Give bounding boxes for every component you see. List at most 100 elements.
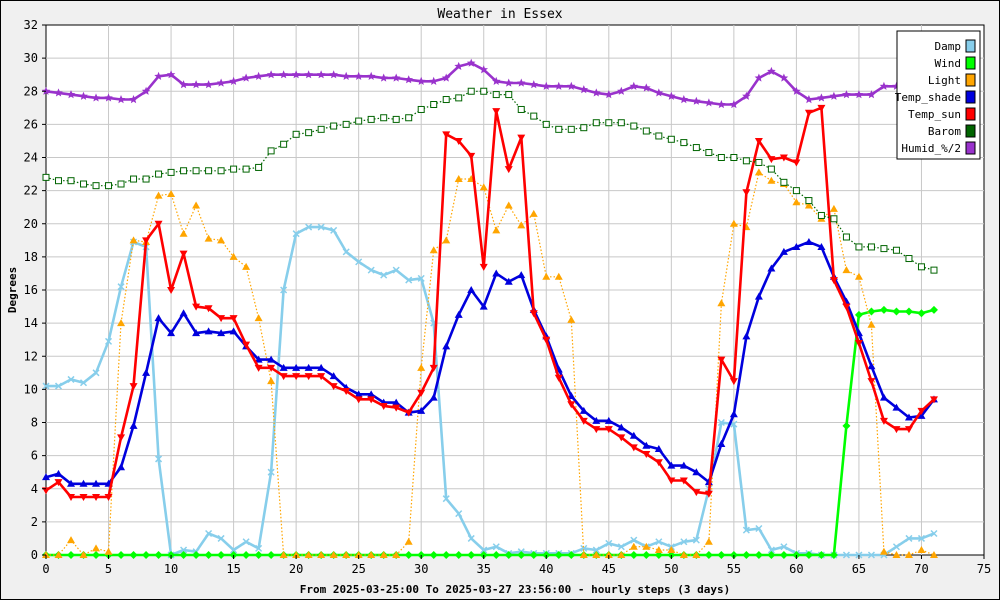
data-point xyxy=(204,551,213,559)
data-point xyxy=(679,477,688,485)
data-point xyxy=(779,154,788,162)
data-point xyxy=(54,469,63,477)
x-tick-label: 55 xyxy=(727,562,741,576)
data-point xyxy=(367,390,376,398)
data-point xyxy=(842,233,850,241)
data-point xyxy=(654,88,664,97)
data-point xyxy=(392,551,401,558)
data-point xyxy=(729,410,738,418)
data-point xyxy=(117,283,125,291)
x-tick-label: 5 xyxy=(105,562,112,576)
data-point xyxy=(342,248,350,256)
data-point xyxy=(929,396,938,404)
data-point xyxy=(767,264,776,272)
data-point xyxy=(617,119,625,127)
data-point xyxy=(317,551,326,558)
data-point xyxy=(329,372,338,380)
data-point xyxy=(166,70,176,79)
data-point xyxy=(367,266,375,274)
data-point xyxy=(642,542,651,550)
data-point xyxy=(192,201,201,209)
data-point xyxy=(267,551,276,559)
data-point xyxy=(680,538,688,546)
y-tick-label: 32 xyxy=(24,18,38,32)
data-point xyxy=(654,459,663,467)
y-tick-label: 0 xyxy=(31,548,38,562)
data-point xyxy=(842,90,851,99)
data-point xyxy=(254,364,263,372)
data-point xyxy=(229,252,238,260)
data-point xyxy=(817,211,825,219)
legend: Damp Wind Light Temp_shade Temp_sun Barom Humi… xyxy=(895,30,981,160)
data-point xyxy=(179,551,188,559)
data-point xyxy=(254,551,263,559)
data-point xyxy=(729,100,739,109)
data-point xyxy=(767,156,776,164)
data-point xyxy=(217,236,226,244)
data-point xyxy=(767,546,775,554)
x-tick-label: 75 xyxy=(977,562,991,576)
data-point xyxy=(54,551,63,558)
data-point xyxy=(804,109,813,117)
data-point xyxy=(379,73,388,82)
data-point xyxy=(779,247,788,255)
data-point xyxy=(279,373,288,381)
data-point xyxy=(117,434,126,442)
data-point xyxy=(705,149,713,157)
data-point xyxy=(429,551,438,559)
data-point xyxy=(605,119,613,127)
data-point xyxy=(504,166,513,174)
series-line xyxy=(45,106,935,499)
data-point xyxy=(442,495,450,503)
legend-label: Damp xyxy=(935,40,962,53)
legend-label: Barom xyxy=(928,125,961,138)
y-tick-label: 16 xyxy=(24,283,38,297)
data-point xyxy=(655,538,663,546)
y-tick-label: 4 xyxy=(31,482,38,496)
data-point xyxy=(917,546,926,554)
x-axis-label: From 2025-03-25:00 To 2025-03-27 23:56:0… xyxy=(300,583,730,596)
data-point xyxy=(79,494,88,502)
data-point xyxy=(617,543,625,551)
data-point xyxy=(792,86,801,95)
data-point xyxy=(717,356,726,364)
data-point xyxy=(467,534,475,542)
data-point xyxy=(205,529,213,537)
data-point xyxy=(842,551,850,559)
data-point xyxy=(642,450,651,458)
y-tick-label: 6 xyxy=(31,449,38,463)
data-point xyxy=(654,445,663,452)
data-point xyxy=(617,551,626,558)
data-point xyxy=(117,180,125,188)
data-point xyxy=(292,230,300,238)
data-point xyxy=(829,91,839,100)
data-point xyxy=(79,379,88,387)
data-point xyxy=(455,94,463,102)
data-point xyxy=(417,274,425,282)
data-point xyxy=(154,191,163,199)
data-point xyxy=(129,95,138,104)
data-point xyxy=(117,463,126,471)
data-point xyxy=(329,551,338,558)
data-point xyxy=(504,78,513,87)
data-point xyxy=(704,537,713,545)
data-point xyxy=(242,341,251,349)
data-point xyxy=(305,223,313,231)
data-point xyxy=(467,152,476,160)
data-point xyxy=(167,189,176,197)
data-point xyxy=(42,473,50,481)
data-point xyxy=(54,88,63,97)
data-point xyxy=(467,551,476,559)
data-point xyxy=(567,125,575,133)
data-point xyxy=(291,70,301,79)
data-point xyxy=(455,510,463,518)
data-point xyxy=(492,108,501,116)
data-point xyxy=(842,266,851,274)
y-tick-label: 20 xyxy=(24,217,38,231)
data-point xyxy=(704,551,713,559)
data-point xyxy=(529,310,538,318)
data-point xyxy=(729,219,738,227)
data-point xyxy=(229,327,238,335)
data-point xyxy=(267,147,275,155)
